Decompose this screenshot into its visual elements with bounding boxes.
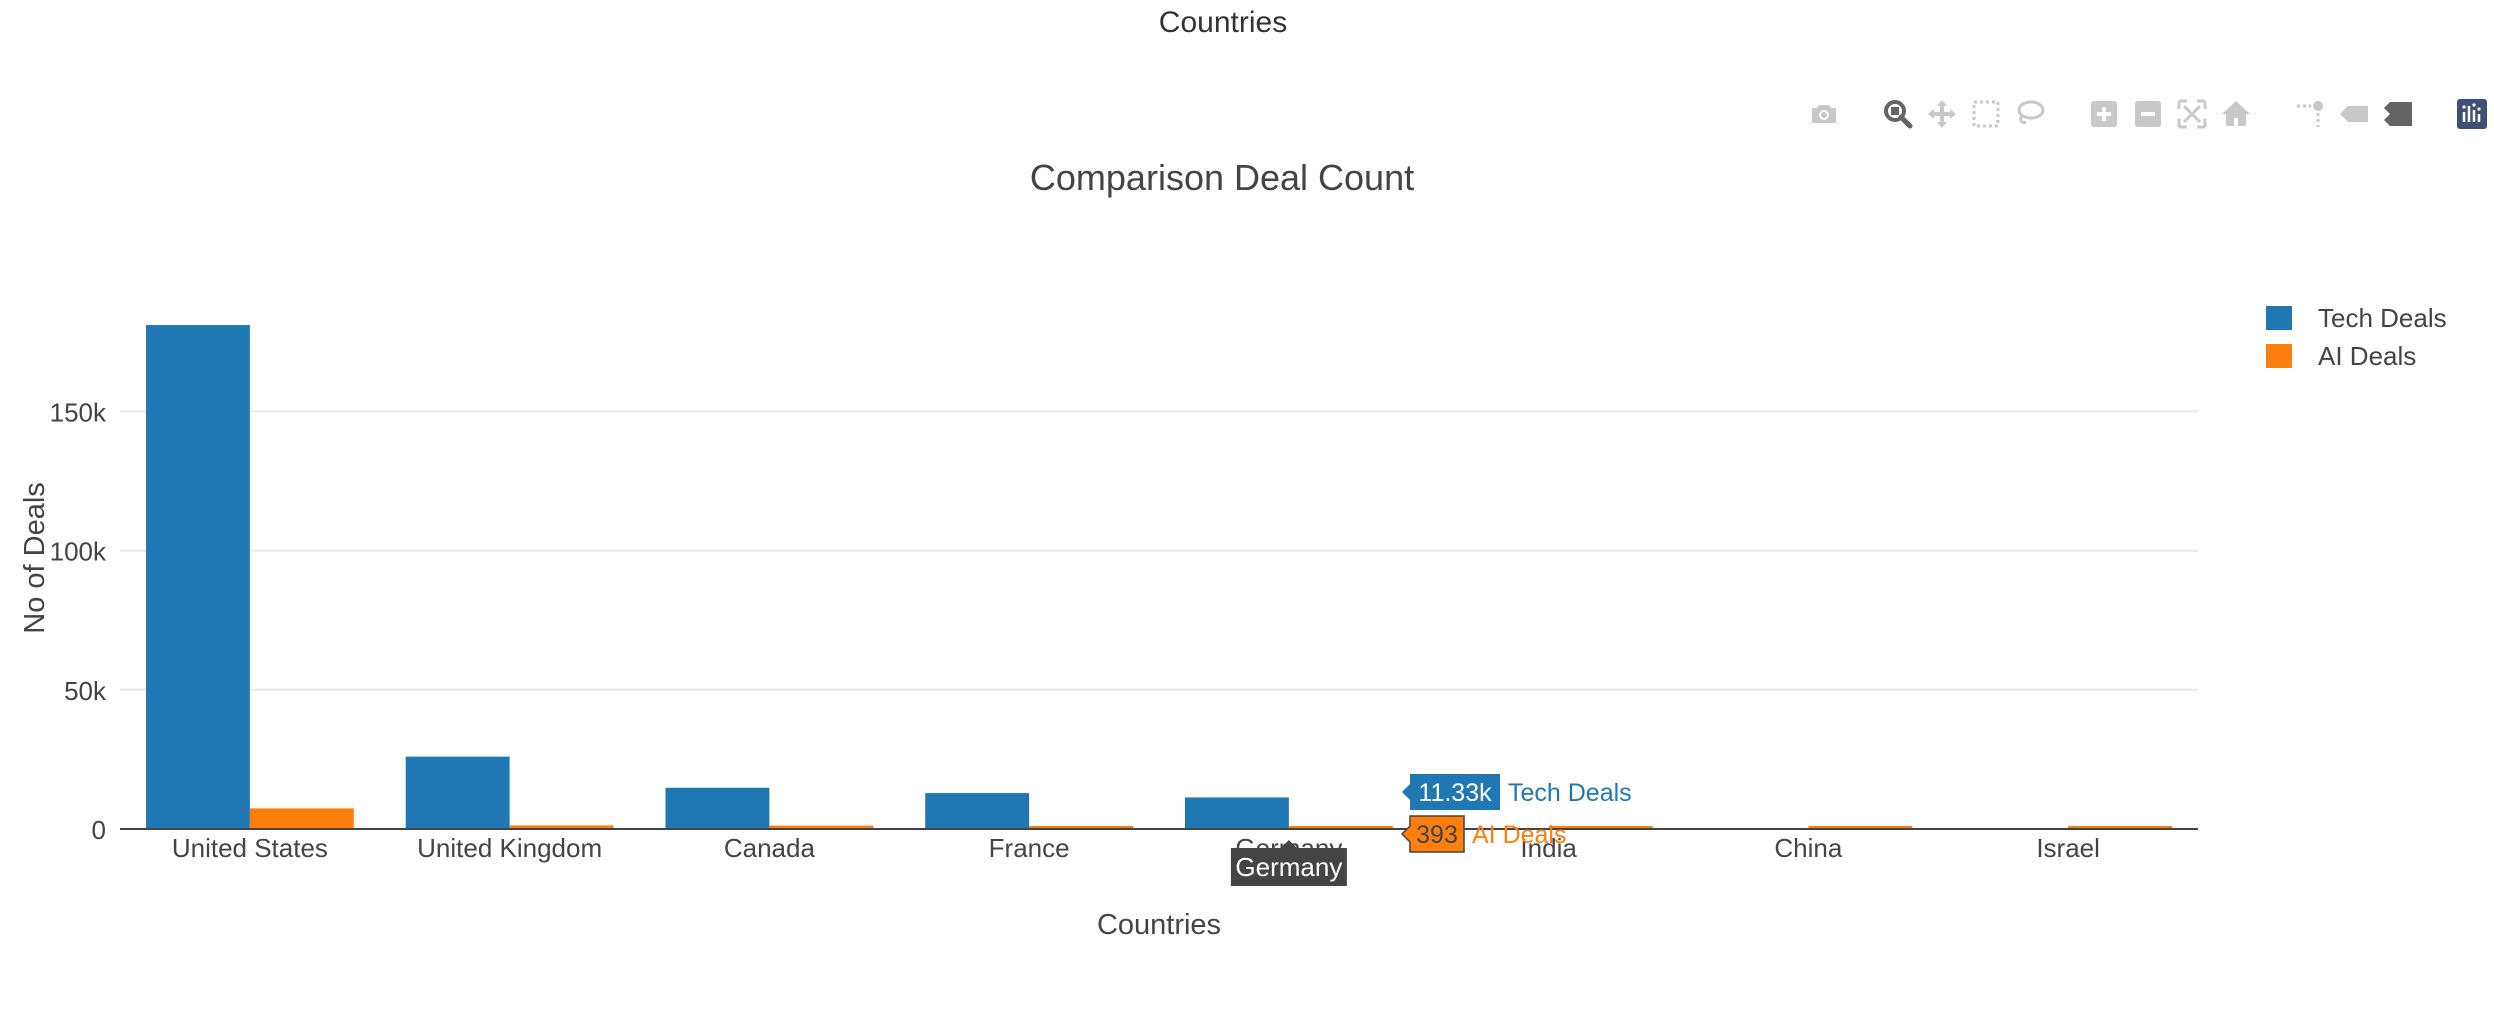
- gridlines: [120, 410, 2198, 691]
- hover-category-box: [1230, 840, 1347, 886]
- bars-layer: [145, 325, 2173, 829]
- x-axis-title: Countries: [1097, 909, 1221, 941]
- y-tick-label: 0: [92, 815, 106, 845]
- y-axis-title: No of Deals: [19, 482, 51, 634]
- autoscale-icon[interactable]: [2170, 92, 2214, 136]
- hover-value-box: [1402, 774, 1500, 810]
- legend: Tech Deals AI Deals: [2266, 303, 2447, 371]
- modebar-group: [2082, 92, 2258, 136]
- y-tick-label: 100k: [50, 537, 107, 567]
- hover-compare-icon[interactable]: [2376, 92, 2420, 136]
- bar-ai-deals-4[interactable]: [1288, 826, 1393, 829]
- bar-ai-deals-5[interactable]: [1548, 826, 1653, 829]
- bar-ai-deals-6[interactable]: [1808, 826, 1913, 829]
- zoom-out-icon[interactable]: [2126, 92, 2170, 136]
- zoom-icon[interactable]: [1876, 92, 1920, 136]
- bar-tech-deals-1[interactable]: [405, 756, 510, 829]
- x-tick-label: United States: [172, 833, 328, 863]
- bar-ai-deals-3[interactable]: [1029, 826, 1134, 829]
- chart-title: Comparison Deal Count: [1030, 157, 1414, 198]
- y-tick-label: 50k: [64, 676, 107, 706]
- hover-series-name: AI Deals: [1472, 821, 1566, 849]
- spike-lines-icon[interactable]: [2288, 92, 2332, 136]
- bar-ai-deals-7[interactable]: [2068, 826, 2173, 829]
- y-axis-ticks: 0 50k 100k 150k: [50, 397, 107, 845]
- hover-tooltip: Germany 11.33k Tech Deals 393 AI Deals: [1230, 774, 1632, 886]
- modebar-toolbar: [1772, 92, 2494, 136]
- modebar-group: [2288, 92, 2420, 136]
- page-heading: Countries: [1158, 6, 1288, 39]
- hover-category-label: Germany: [1235, 852, 1342, 882]
- bar-ai-deals-2[interactable]: [769, 825, 874, 829]
- hover-closest-icon[interactable]: [2332, 92, 2376, 136]
- bar-tech-deals-2[interactable]: [665, 787, 770, 829]
- x-tick-label: China: [1774, 833, 1842, 863]
- modebar-group: [1876, 92, 2052, 136]
- reset-axes-icon[interactable]: [2214, 92, 2258, 136]
- x-tick-label: Canada: [724, 833, 816, 863]
- modebar-group: [1802, 92, 1846, 136]
- hover-value: 11.33k: [1418, 779, 1492, 807]
- modebar-group: [2450, 92, 2494, 136]
- x-tick-label: India: [1520, 833, 1577, 863]
- bar-tech-deals-3[interactable]: [925, 793, 1030, 829]
- x-tick-label: Israel: [2036, 833, 2100, 863]
- legend-swatch[interactable]: [2266, 344, 2292, 368]
- camera-icon[interactable]: [1802, 92, 1846, 136]
- zoom-in-icon[interactable]: [2082, 92, 2126, 136]
- legend-swatch[interactable]: [2266, 306, 2292, 330]
- lasso-select-icon[interactable]: [2008, 92, 2052, 136]
- bar-ai-deals-0[interactable]: [249, 808, 354, 829]
- y-tick-label: 150k: [50, 397, 107, 427]
- plotly-logo-icon[interactable]: [2450, 92, 2494, 136]
- pan-icon[interactable]: [1920, 92, 1964, 136]
- bar-ai-deals-1[interactable]: [509, 825, 614, 829]
- hover-value: 393: [1416, 821, 1458, 849]
- x-tick-label: United Kingdom: [417, 833, 602, 863]
- bar-tech-deals-4[interactable]: [1184, 797, 1289, 829]
- x-tick-label: France: [989, 833, 1070, 863]
- box-select-icon[interactable]: [1964, 92, 2008, 136]
- legend-label[interactable]: AI Deals: [2318, 341, 2416, 371]
- hover-value-box: [1400, 815, 1465, 853]
- legend-label[interactable]: Tech Deals: [2318, 303, 2447, 333]
- hover-series-name: Tech Deals: [1508, 779, 1632, 807]
- bar-tech-deals-0[interactable]: [145, 325, 250, 829]
